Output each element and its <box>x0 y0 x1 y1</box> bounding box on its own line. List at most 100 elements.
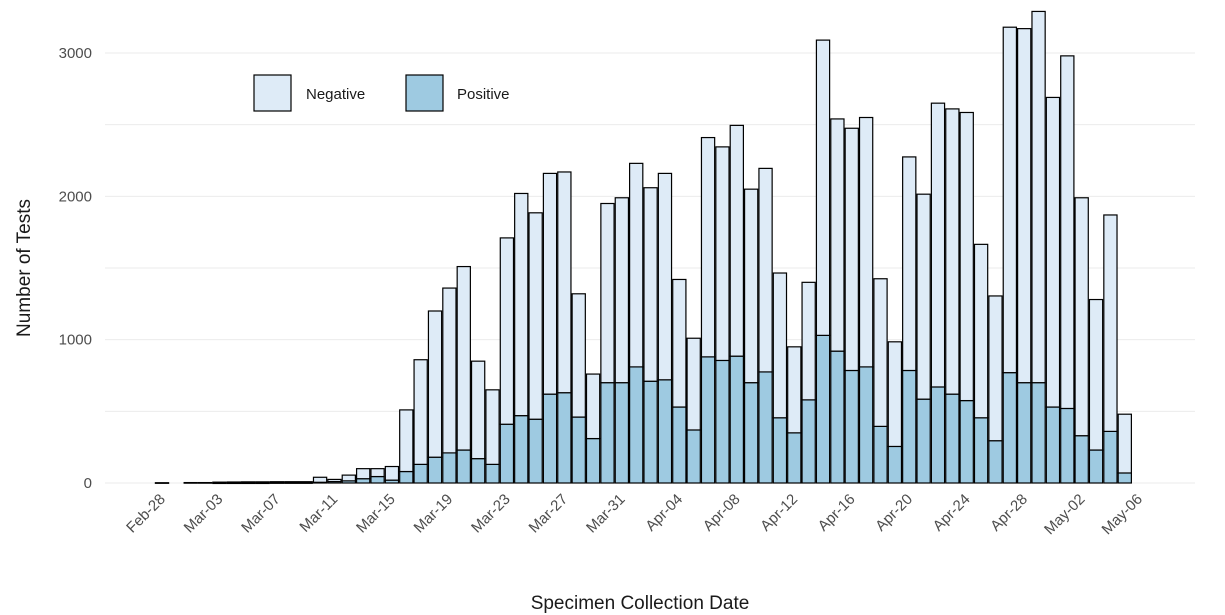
x-tick-label: May-06 <box>1099 491 1146 538</box>
bar-positive <box>370 475 385 484</box>
x-tick-label: Feb-28 <box>123 491 169 537</box>
bar-negative <box>384 465 400 481</box>
bar-positive <box>643 380 658 484</box>
bar-positive <box>1031 382 1046 484</box>
bar-negative <box>772 272 788 419</box>
bar-negative <box>485 389 500 465</box>
y-axis-ticks: 0 1000 2000 3000 <box>59 45 92 492</box>
bar-positive <box>729 355 745 484</box>
bar-positive <box>470 458 486 484</box>
bar-positive <box>887 445 903 484</box>
bar-positive <box>585 437 601 484</box>
bar-negative <box>413 359 428 465</box>
bar-negative <box>212 481 227 484</box>
bar-negative <box>916 193 931 400</box>
bar-negative <box>988 295 1003 442</box>
bar-positive <box>600 382 615 484</box>
bar-negative <box>470 360 486 460</box>
x-tick-label: Mar-23 <box>468 491 514 537</box>
bar-negative <box>787 346 802 434</box>
y-axis-title: Number of Tests <box>14 199 35 337</box>
bar-negative <box>629 162 644 368</box>
bar-positive <box>959 399 974 484</box>
bar-positive <box>973 417 989 484</box>
x-tick-label: Apr-20 <box>872 491 916 535</box>
bar-positive <box>1074 435 1089 484</box>
bar-positive <box>355 478 371 484</box>
bar-negative <box>758 167 773 373</box>
x-tick-label: Apr-12 <box>757 491 801 535</box>
bar-negative <box>801 281 816 401</box>
bar-negative <box>284 481 299 484</box>
bar-positive <box>657 379 673 484</box>
bar-negative <box>873 278 888 427</box>
bar-positive <box>1088 449 1104 484</box>
bar-positive <box>858 366 874 484</box>
bar-negative <box>643 187 658 382</box>
x-axis-ticks: Feb-28 Mar-03 Mar-07 Mar-11 Mar-15 Mar-19 Mar-… <box>123 491 1146 538</box>
bar-negative <box>815 39 831 336</box>
bar-positive <box>442 452 457 484</box>
bar-negative <box>585 373 601 440</box>
bar-negative <box>312 476 328 483</box>
bar-negative <box>370 468 385 478</box>
bar-negative <box>600 202 615 384</box>
legend-swatch-negative <box>253 74 292 112</box>
bar-negative <box>255 481 270 484</box>
bar-negative <box>686 337 701 431</box>
bar-positive <box>399 470 414 484</box>
x-tick-label: Apr-28 <box>987 491 1031 535</box>
bar-positive <box>787 432 802 484</box>
bar-positive <box>557 392 572 484</box>
bar-negative <box>542 172 558 395</box>
bar-negative <box>154 482 170 484</box>
bar-negative <box>298 481 313 484</box>
bar-positive <box>700 356 716 484</box>
bar-negative <box>930 102 946 388</box>
bar-negative <box>427 310 443 458</box>
bar-negative <box>1031 10 1046 384</box>
bar-positive <box>1060 407 1075 484</box>
bar-negative <box>399 409 414 473</box>
bar-positive <box>672 406 687 484</box>
bar-negative <box>241 481 256 484</box>
bar-positive <box>801 399 816 484</box>
bar-positive <box>945 393 960 484</box>
bar-positive <box>614 382 630 484</box>
bar-negative <box>528 212 543 420</box>
bar-positive <box>930 386 946 484</box>
bar-positive <box>715 359 730 484</box>
bar-negative <box>1016 28 1032 384</box>
bar-negative <box>499 237 515 425</box>
bar-positive <box>499 423 515 484</box>
x-tick-label: Mar-31 <box>583 491 629 537</box>
bar-positive <box>772 417 788 484</box>
bar-negative <box>557 171 572 394</box>
bar-positive <box>413 463 428 484</box>
x-tick-label: Apr-04 <box>642 491 686 535</box>
bar-negative <box>341 474 357 482</box>
x-tick-label: Mar-11 <box>296 491 341 536</box>
bar-negative <box>973 243 989 419</box>
bar-negative <box>614 197 630 384</box>
bar-negative <box>269 481 285 484</box>
y-tick-label: 2000 <box>59 188 92 205</box>
bar-positive <box>1103 430 1118 484</box>
bar-negative <box>959 111 974 402</box>
bar-negative <box>830 118 845 352</box>
x-tick-label: Mar-19 <box>411 491 457 537</box>
bar-positive <box>1002 372 1018 484</box>
bar-negative <box>657 172 673 381</box>
bar-positive <box>844 369 859 484</box>
bar-positive <box>485 463 500 484</box>
bar-positive <box>916 398 931 484</box>
x-tick-label: Apr-16 <box>815 491 859 535</box>
x-tick-label: Apr-08 <box>700 491 744 535</box>
bar-negative <box>844 127 859 372</box>
bar-positive <box>758 371 773 484</box>
x-tick-label: Mar-07 <box>238 491 284 537</box>
x-tick-label: Apr-24 <box>930 491 974 535</box>
bar-positive <box>743 382 759 484</box>
bar-positive <box>988 440 1003 484</box>
